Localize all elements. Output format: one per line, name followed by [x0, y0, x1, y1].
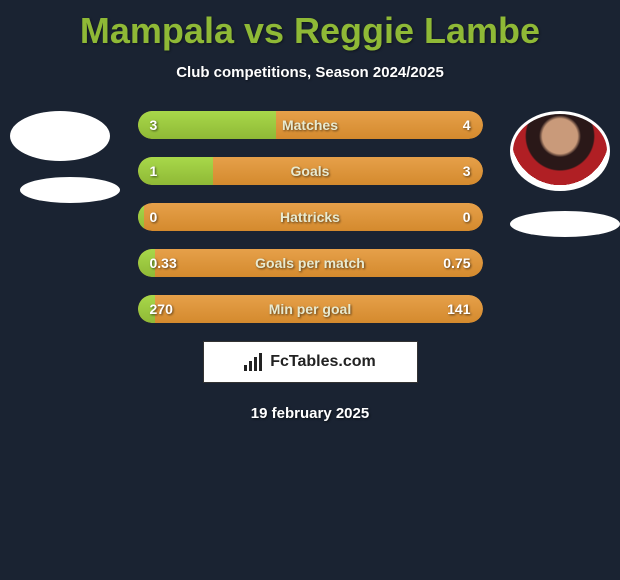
stat-value-right: 0: [463, 203, 471, 231]
stat-label: Min per goal: [138, 295, 483, 323]
player-right-avatar: [510, 111, 610, 191]
subtitle: Club competitions, Season 2024/2025: [0, 64, 620, 81]
stat-value-right: 141: [447, 295, 470, 323]
watermark: FcTables.com: [203, 341, 418, 383]
player-right-shadow: [510, 211, 620, 237]
stat-value-right: 0.75: [443, 249, 470, 277]
stat-row: 0Hattricks0: [138, 203, 483, 231]
stat-bars: 3Matches41Goals30Hattricks00.33Goals per…: [138, 111, 483, 323]
comparison-panel: 3Matches41Goals30Hattricks00.33Goals per…: [0, 111, 620, 422]
stat-row: 270Min per goal141: [138, 295, 483, 323]
watermark-icon: [244, 353, 264, 371]
stat-row: 1Goals3: [138, 157, 483, 185]
stat-label: Goals: [138, 157, 483, 185]
stat-value-right: 4: [463, 111, 471, 139]
player-left-avatar: [10, 111, 110, 161]
stat-value-right: 3: [463, 157, 471, 185]
date-label: 19 february 2025: [0, 405, 620, 422]
stat-label: Hattricks: [138, 203, 483, 231]
stat-row: 3Matches4: [138, 111, 483, 139]
page-title: Mampala vs Reggie Lambe: [0, 0, 620, 52]
watermark-text: FcTables.com: [270, 353, 376, 371]
stat-label: Goals per match: [138, 249, 483, 277]
player-left-shadow: [20, 177, 120, 203]
stat-label: Matches: [138, 111, 483, 139]
stat-row: 0.33Goals per match0.75: [138, 249, 483, 277]
